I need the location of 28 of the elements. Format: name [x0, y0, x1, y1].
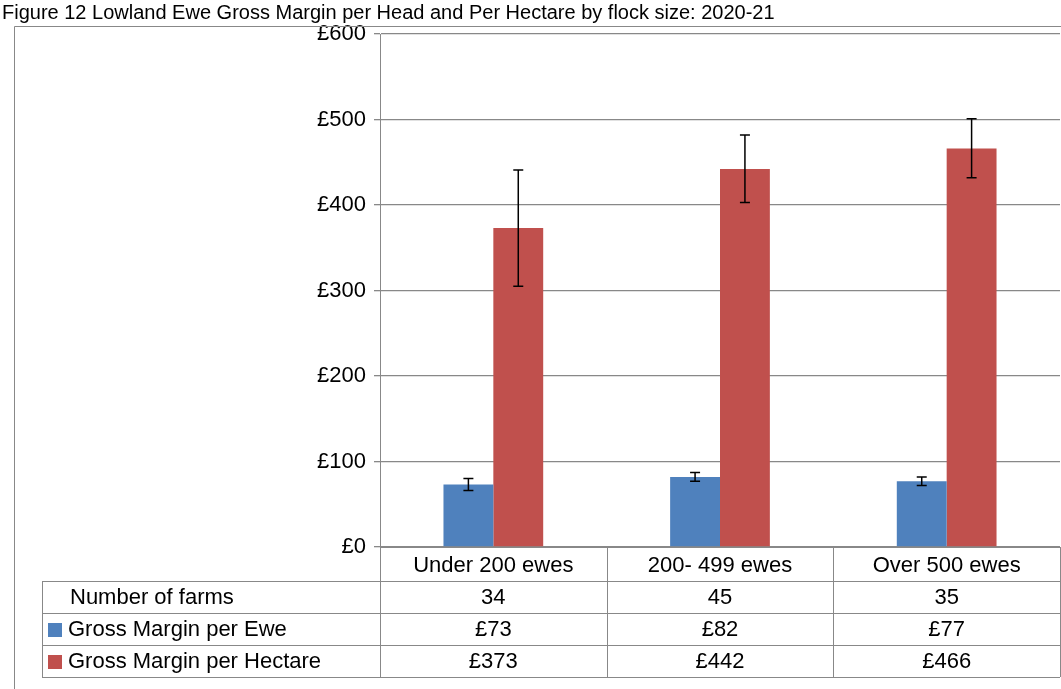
- x-tick-label: 200- 499 ewes: [647, 552, 793, 578]
- text: 45: [707, 584, 733, 610]
- bar: [670, 476, 720, 547]
- data-label: £373: [468, 648, 518, 674]
- text: 35: [934, 584, 959, 610]
- y-tick-label: £200: [317, 362, 366, 388]
- legend-label: Gross Margin per Hectare: [68, 648, 322, 674]
- data-label: £466: [922, 648, 972, 674]
- data-label: £442: [695, 648, 745, 674]
- x-tick-label: Under 200 ewes: [413, 552, 574, 578]
- y-tick-label: £100: [317, 447, 366, 473]
- bar: [720, 169, 770, 547]
- y-tick-label: £400: [317, 191, 366, 217]
- y-tick-label: £0: [341, 533, 366, 559]
- data-label: £73: [474, 616, 512, 642]
- y-tick-label: £500: [317, 105, 366, 131]
- text: Number of farms: [70, 584, 234, 610]
- text: 34: [481, 584, 506, 610]
- data-label: £82: [701, 616, 739, 642]
- bar: [493, 228, 544, 547]
- x-tick-label: Over 500 ewes: [872, 552, 1021, 578]
- bar: [443, 484, 494, 547]
- bar: [896, 481, 947, 547]
- chart-title: Figure 12 Lowland Ewe Gross Margin per Head and Per Hectare by flock size: 2020-21: [2, 0, 775, 23]
- y-tick-label: £300: [317, 276, 366, 302]
- data-label: £77: [928, 616, 966, 642]
- bar: [946, 148, 997, 547]
- legend-label: Gross Margin per Ewe: [68, 616, 287, 642]
